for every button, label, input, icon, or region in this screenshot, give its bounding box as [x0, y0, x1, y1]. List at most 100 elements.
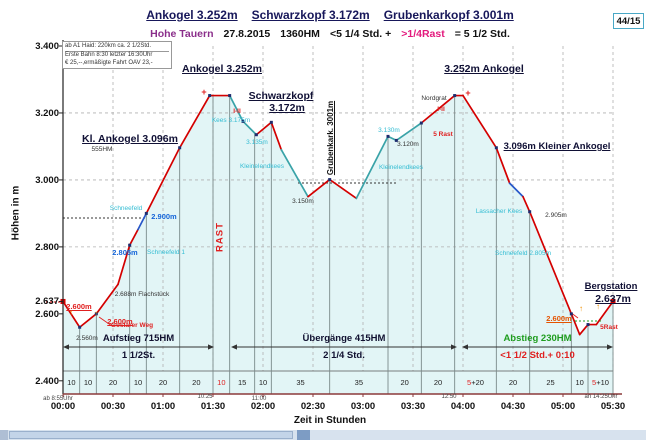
profile-segment [78, 312, 98, 329]
title-part: Schwarzkopf 3.172m [251, 8, 370, 22]
profile-segment [578, 323, 589, 336]
waypoint-marker [144, 211, 148, 215]
label-2600m-end: 2.600m [546, 314, 572, 323]
segment-duration: 20 [158, 378, 168, 387]
range-arrowhead-left [462, 344, 468, 350]
label-schwarzkopf-line2: 3.172m [269, 102, 305, 114]
y-tick-label: 2.600 [35, 308, 59, 320]
up-arrow-icon: ↑ [69, 308, 73, 317]
segment-duration: 10 [217, 378, 226, 387]
range-arrowhead-left [63, 344, 69, 350]
segment-duration: 20 [508, 378, 518, 387]
waypoint-marker [208, 94, 212, 98]
x-tick-label: 03:30 [400, 401, 426, 412]
y-tick-label: 2.800 [35, 241, 59, 253]
profile-segment [420, 94, 456, 124]
y-axis-title: Höhen in m [10, 185, 22, 241]
label-kleinelendkees-east: Kleinelendkees [378, 164, 424, 171]
segment-duration: 35 [354, 378, 363, 387]
waypoint-marker [528, 210, 532, 214]
label-2600m-goslarer: 2.600m [107, 317, 133, 326]
label-3150m: 3.150m [292, 198, 314, 205]
label-nordgrat: Nordgrat [421, 95, 447, 102]
label-5rast-end: 5Rast [600, 324, 618, 331]
y-tick-label: 3.400 [35, 41, 59, 52]
waypoint-marker [228, 94, 232, 98]
label-2600m-start: 2.600m [66, 302, 92, 311]
x-tick-label: 02:30 [300, 401, 326, 412]
waypoint-marker [586, 323, 590, 327]
y-tick-label: 3.000 [35, 174, 59, 186]
x-tick-label: 05:30 [600, 401, 626, 412]
segment-duration: 35 [296, 378, 305, 387]
profile-segment [395, 122, 423, 142]
chart-subtitle: Hohe Tauern 27.8.2015 1360HM <5 1/4 Std. + >… [0, 24, 646, 42]
profile-segment [570, 312, 581, 336]
label-2560m: 2.560m [76, 335, 98, 342]
chart-title: Ankogel 3.252m Schwarzkopf 3.172m Grubenka… [0, 6, 646, 24]
up-arrow-icon: ↑ [579, 304, 583, 313]
segment-duration: 10 [133, 378, 143, 387]
label-grade-east: I-II [437, 106, 445, 113]
subtitle-part: <5 1/4 Std. + [329, 28, 392, 40]
profile-segment [137, 212, 148, 231]
profile-segment [522, 195, 531, 213]
profile-segment [495, 146, 511, 185]
waypoint-marker [178, 146, 182, 150]
profile-segment [328, 178, 358, 200]
waypoint-marker [386, 134, 390, 138]
x-tick-label: 04:30 [500, 401, 526, 412]
clock-time-note: an 14:25Uhr [584, 394, 618, 400]
scrollbar-thumb[interactable] [9, 431, 293, 439]
label-2905m: 2.905m [545, 212, 567, 219]
x-tick-label: 02:00 [250, 401, 276, 412]
label-grubenkarkopf-vertical: Grubenkark. 3001m [326, 100, 335, 176]
clock-time-note: 10:25 [197, 394, 213, 400]
label-kees-3175m: Kees 3.175m [211, 117, 251, 124]
profile-segment [508, 182, 524, 198]
label-2805m: 2.805m [112, 248, 138, 257]
label-grade-west: I-II [233, 108, 241, 115]
station-marker [610, 298, 616, 304]
profile-segment [117, 244, 131, 286]
profile-segment [307, 178, 331, 198]
profile-segment [228, 94, 244, 123]
label-lassacher-kees: Lassacher Kees [475, 208, 523, 215]
label-bergstation-line2: 2.637m [595, 293, 631, 305]
title-part: Grubenkarkopf 3.001m [383, 8, 514, 22]
horizontal-scrollbar[interactable] [0, 430, 646, 440]
stage-duration-label: 2 1/4 Std. [323, 350, 365, 361]
label-rast-vertical: RAST [214, 222, 226, 252]
x-tick-label: 01:30 [200, 401, 226, 412]
label-555hm: 555HM [91, 146, 113, 153]
pane-splitter-handle[interactable] [297, 430, 310, 440]
x-axis-title: Zeit in Stunden [293, 415, 367, 426]
segment-duration: 5+20 [467, 378, 484, 387]
profile-segment [595, 300, 614, 326]
subtitle-part: Hohe Tauern [150, 28, 214, 40]
profile-segment [355, 135, 389, 200]
profile-segment [62, 300, 81, 329]
subtitle-part: >1/4Rast [401, 28, 445, 40]
waypoint-marker [453, 94, 457, 98]
profile-segment [145, 146, 181, 215]
segment-duration: 10 [67, 378, 76, 387]
profile-segment [270, 121, 283, 151]
label-2900m: 2.900m [151, 212, 177, 221]
profile-segment [242, 120, 258, 136]
info-box-line: Erste Bahn 8:30 letzter 16:30Uhr [65, 51, 153, 58]
label-5-rast-east: 5 Rast [433, 131, 453, 138]
profile-segment [462, 94, 498, 149]
range-arrowhead-left [231, 344, 237, 350]
segment-duration: 10 [83, 378, 93, 387]
label-ankogel-east: 3.252m Ankogel [444, 63, 524, 75]
subtitle-part: = 5 1/2 Std. [454, 28, 510, 40]
summit-cross-marker: + [465, 88, 471, 98]
label-schneefeld-2805m: Schneefeld 2.805m [494, 250, 552, 257]
waypoint-marker [569, 312, 573, 316]
waypoint-marker [94, 312, 98, 316]
range-arrowhead-right [607, 344, 613, 350]
subtitle-part: 1360HM [280, 28, 320, 40]
label-3120m: 3.120m [397, 141, 419, 148]
